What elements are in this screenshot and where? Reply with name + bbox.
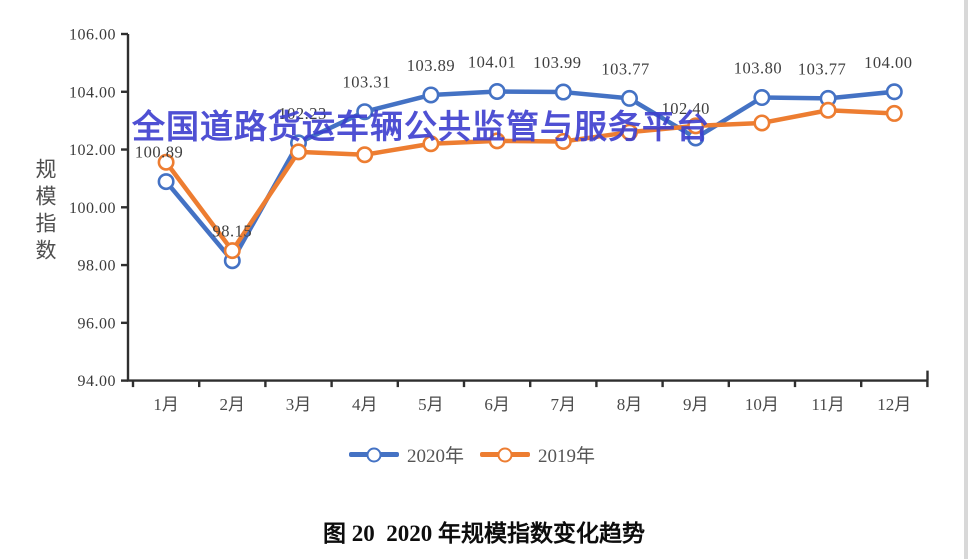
y-tick-label: 104.00 xyxy=(69,84,116,101)
open-circle-marker-icon xyxy=(366,447,382,462)
y-tick-label: 102.00 xyxy=(69,142,116,159)
data-point-marker xyxy=(554,83,572,101)
legend-line-swatch-2019 xyxy=(480,447,530,462)
data-point-marker xyxy=(356,103,374,121)
data-point-label: 103.80 xyxy=(734,59,782,78)
x-tick-label: 6月 xyxy=(484,395,510,414)
x-tick-label: 8月 xyxy=(617,395,643,414)
data-point-label: 103.77 xyxy=(601,59,649,78)
data-point-marker xyxy=(157,153,175,171)
data-point-marker xyxy=(687,117,705,135)
data-point-marker xyxy=(554,132,572,150)
data-point-label: 98.15 xyxy=(212,222,252,241)
x-tick-label: 7月 xyxy=(551,395,577,414)
legend-label-2020: 2020年 xyxy=(406,446,464,467)
data-point-marker xyxy=(157,173,175,191)
y-tick-label: 106.00 xyxy=(69,27,116,44)
data-point-marker xyxy=(885,83,903,101)
y-tick-label: 94.00 xyxy=(78,373,117,390)
axes xyxy=(126,34,928,382)
data-point-marker xyxy=(819,101,837,119)
data-point-marker xyxy=(488,82,506,100)
data-point-label: 102.23 xyxy=(278,104,326,123)
data-point-marker xyxy=(289,143,307,161)
x-tick-label: 4月 xyxy=(352,395,378,414)
legend-item-2020: 2020年 xyxy=(348,441,464,468)
data-point-label: 103.77 xyxy=(798,59,846,78)
data-point-label: 103.99 xyxy=(533,53,581,72)
right-edge-strip xyxy=(964,0,968,559)
x-tick-label: 3月 xyxy=(286,395,312,414)
data-point-marker xyxy=(356,146,374,164)
data-point-label: 104.01 xyxy=(468,52,516,71)
legend-label-2019: 2019年 xyxy=(538,446,596,467)
x-tick-label: 9月 xyxy=(683,395,709,414)
x-tick-label: 5月 xyxy=(418,395,444,414)
legend-item-2019: 2019年 xyxy=(480,441,595,468)
data-point-marker xyxy=(753,89,771,107)
y-tick-label: 98.00 xyxy=(78,258,117,275)
data-point-marker xyxy=(223,242,241,260)
data-point-label: 102.40 xyxy=(662,99,710,118)
data-point-marker xyxy=(753,114,771,132)
series-line-2020年 xyxy=(163,89,897,263)
line-chart-svg: 106.00 104.00 102.00 100.00 98.00 96.00 94.00 1… xyxy=(69,27,929,414)
legend-line-swatch-2020 xyxy=(348,447,399,462)
data-point-label: 103.89 xyxy=(407,56,455,75)
x-tick-label: 12月 xyxy=(877,395,911,414)
figure-caption: 图 20 2020 年规模指数变化趋势 xyxy=(323,521,645,546)
open-circle-marker-icon xyxy=(497,447,513,462)
x-tick-label: 1月 xyxy=(153,395,179,414)
y-tick-label: 96.00 xyxy=(78,315,117,332)
series-line-2019年 xyxy=(163,108,897,253)
data-point-label: 104.00 xyxy=(864,53,912,72)
data-point-label: 100.89 xyxy=(135,143,183,162)
data-point-marker xyxy=(422,86,440,104)
y-axis-title: 规模指数 xyxy=(33,158,57,266)
data-point-marker xyxy=(620,123,638,141)
data-point-marker xyxy=(422,135,440,153)
data-point-marker xyxy=(620,89,638,107)
y-tick-label: 100.00 xyxy=(69,200,116,217)
x-tick-label: 11月 xyxy=(811,395,844,414)
x-tick-label: 10月 xyxy=(745,395,779,414)
data-point-marker xyxy=(885,104,903,122)
x-tick-label: 2月 xyxy=(220,395,246,414)
chart-legend: 2020年 2019年 xyxy=(0,441,956,468)
data-point-label: 103.31 xyxy=(343,73,391,92)
data-point-marker xyxy=(488,132,506,150)
